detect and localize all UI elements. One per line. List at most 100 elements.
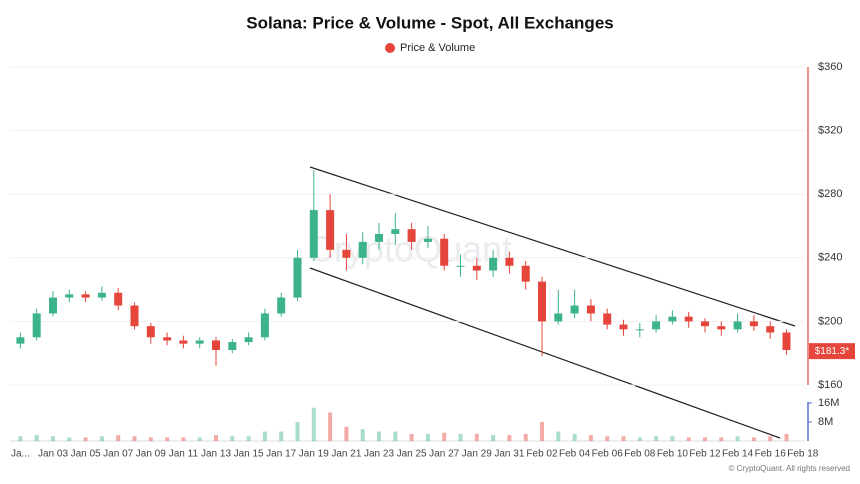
x-tick-label: Feb 10 (657, 449, 689, 460)
volume-bar (768, 436, 773, 441)
x-tick-label: Jan 11 (169, 449, 199, 460)
candle-body (440, 238, 449, 266)
candle-body (49, 297, 57, 314)
volume-bar (540, 422, 544, 441)
volume-bar (409, 433, 414, 441)
last-price-label: $181.3* (815, 346, 850, 357)
volume-bar (703, 437, 707, 441)
candle-body (114, 292, 123, 306)
volume-bar (588, 435, 593, 441)
trend-line-lower (309, 267, 781, 439)
x-tick-label: Feb 12 (689, 449, 721, 460)
x-tick-label: Jan 17 (266, 449, 296, 460)
candle-body (570, 305, 579, 314)
candle-body (701, 321, 709, 327)
volume-bar (328, 412, 333, 441)
volume-bar (654, 436, 659, 441)
volume-bar (165, 437, 170, 441)
candle-body (342, 249, 351, 258)
footer: © CryptoQuant. All rights reserved (729, 464, 851, 473)
volume-bar (621, 436, 626, 441)
volume-bar (148, 437, 153, 441)
volume-bar (83, 437, 88, 441)
x-tick-label: Feb 18 (787, 449, 819, 460)
candle-body (603, 313, 612, 325)
candle-body (456, 265, 465, 267)
volume-bar (99, 436, 104, 441)
last-price-box (809, 343, 855, 360)
candle-body (358, 241, 367, 258)
candle-body (538, 281, 546, 322)
volume-bar (491, 435, 496, 441)
x-tick-label: Jan 03 (38, 449, 68, 460)
volume-bar (246, 436, 251, 441)
x-tick-label: Feb 08 (624, 449, 656, 460)
candle-body (521, 265, 530, 282)
candle-body (375, 233, 383, 242)
candle-body (489, 257, 498, 271)
y2-tick-label: 16M (818, 397, 839, 409)
candle-body (668, 316, 677, 322)
x-tick-label: Jan 27 (429, 449, 459, 460)
volume-bar (311, 407, 316, 441)
trend-line-upper (309, 166, 796, 327)
volume-bar (442, 432, 447, 441)
volume-bar (51, 436, 55, 441)
y-tick-label: $360 (818, 61, 842, 73)
candle-body (65, 294, 74, 298)
y-tick-label: $200 (818, 315, 842, 327)
volume-bar (214, 435, 218, 441)
candle-body (293, 257, 302, 298)
volume-bar (751, 437, 756, 441)
candle-body (391, 229, 400, 234)
candle-body (195, 340, 204, 344)
volume-bar (556, 431, 561, 441)
candle-body (505, 257, 514, 266)
candle-body (244, 337, 253, 343)
volume-bar (262, 431, 267, 441)
candle-body (717, 326, 726, 330)
volume-bar (735, 436, 740, 441)
candle-body (619, 324, 628, 330)
volume-bar (295, 422, 300, 441)
candle-body (472, 265, 481, 271)
x-tick-label: Feb 06 (592, 449, 624, 460)
volume-bar (474, 433, 479, 441)
volume-bar (344, 426, 349, 441)
volume-bar (458, 433, 463, 441)
candle-body (228, 342, 237, 351)
x-tick-label: Jan 25 (397, 449, 427, 460)
candle-body (766, 326, 775, 333)
candle-body (277, 297, 286, 314)
volume-bar (116, 435, 121, 441)
candle-body (749, 321, 758, 327)
y-tick-label: $320 (818, 125, 842, 137)
x-tick-label: Jan 09 (136, 449, 166, 460)
candle-body (407, 229, 416, 242)
candle-body (32, 313, 41, 338)
volume-bar (67, 437, 72, 441)
x-tick-label: Jan 31 (494, 449, 524, 460)
legend-marker (385, 43, 395, 53)
candle-body (684, 316, 693, 322)
candle-body (146, 326, 155, 338)
x-tick-label: Feb 04 (559, 449, 591, 460)
volume-bar (197, 437, 202, 441)
candle-body (179, 340, 188, 344)
candle-body (586, 305, 595, 314)
candle-body (16, 337, 25, 344)
volume-bar (784, 433, 789, 441)
volume-bar (230, 436, 235, 441)
volume-bar (719, 437, 724, 441)
x-tick-label: Feb 14 (722, 449, 754, 460)
volume-bar (637, 437, 642, 441)
candle-body (326, 210, 335, 250)
volume-bar (605, 436, 610, 441)
volume-bar (425, 433, 430, 441)
volume-bar (507, 435, 512, 441)
candle-body (163, 337, 172, 341)
x-tick-label: Feb 02 (526, 449, 558, 460)
candle-body (212, 340, 220, 351)
x-tick-label: Jan 23 (364, 449, 394, 460)
